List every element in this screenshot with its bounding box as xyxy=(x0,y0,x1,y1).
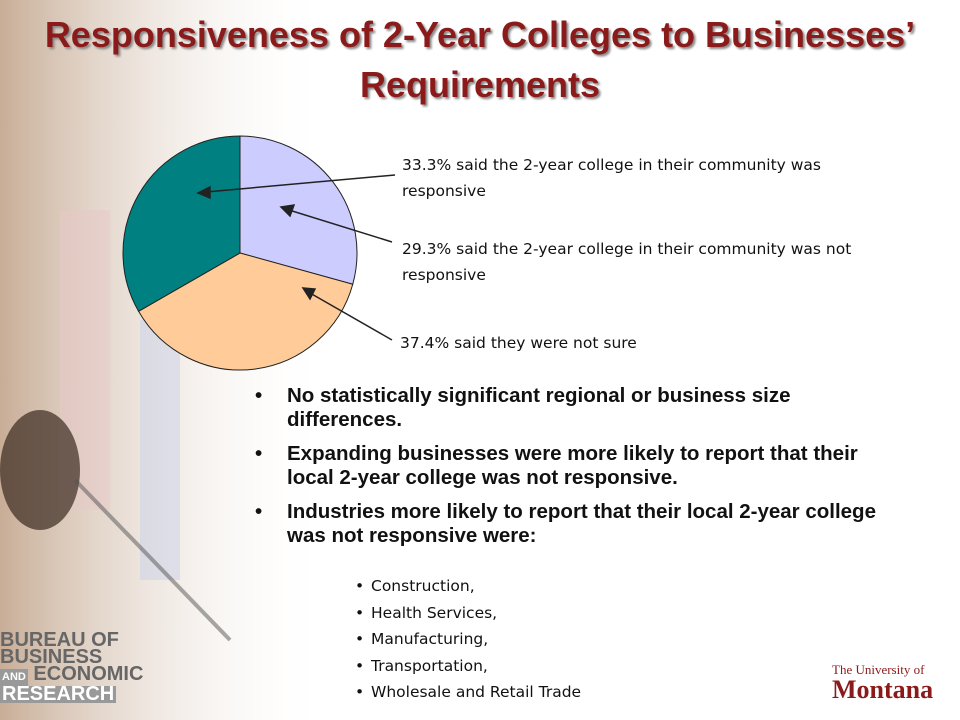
sub-bullet: Transportation, xyxy=(355,653,581,680)
logo-text: AND xyxy=(0,669,28,686)
pie-slice xyxy=(122,135,241,312)
logo-text: RESEARCH xyxy=(0,683,117,705)
sub-bullet: Manufacturing, xyxy=(355,626,581,653)
bullet: No statistically significant regional or… xyxy=(255,384,885,432)
sub-bullet: Construction, xyxy=(355,573,581,600)
logo-text: BUSINESS xyxy=(0,646,103,668)
pie-label: 29.3% said the 2-year college in their c… xyxy=(402,240,852,284)
pie-label: 37.4% said they were not sure xyxy=(400,334,637,352)
bullet-list: No statistically significant regional or… xyxy=(255,384,885,558)
logo-text: The University of xyxy=(832,662,925,677)
bureau-logo: BUREAU OF BUSINESS AND ECONOMIC RESEARCH xyxy=(0,629,144,705)
arrows xyxy=(196,174,396,341)
pie-label: 33.3% said the 2-year college in their c… xyxy=(402,156,822,200)
sub-bullet: Health Services, xyxy=(355,600,581,627)
sub-bullet-list: Construction, Health Services, Manufactu… xyxy=(355,573,581,706)
pie-chart xyxy=(122,135,358,371)
title: Responsiveness of 2-Year Colleges to Bus… xyxy=(44,14,916,105)
sub-bullet: Wholesale and Retail Trade xyxy=(355,679,581,706)
pie-slice xyxy=(137,252,354,371)
pie-slice xyxy=(239,135,358,285)
logo-text: BUREAU OF xyxy=(0,629,119,651)
university-logo: The University of Montana xyxy=(832,662,934,704)
bullet: Industries more likely to report that th… xyxy=(255,500,885,548)
logo-text: ECONOMIC xyxy=(33,663,144,685)
bullet: Expanding businesses were more likely to… xyxy=(255,442,885,490)
logo-text: Montana xyxy=(832,675,934,704)
